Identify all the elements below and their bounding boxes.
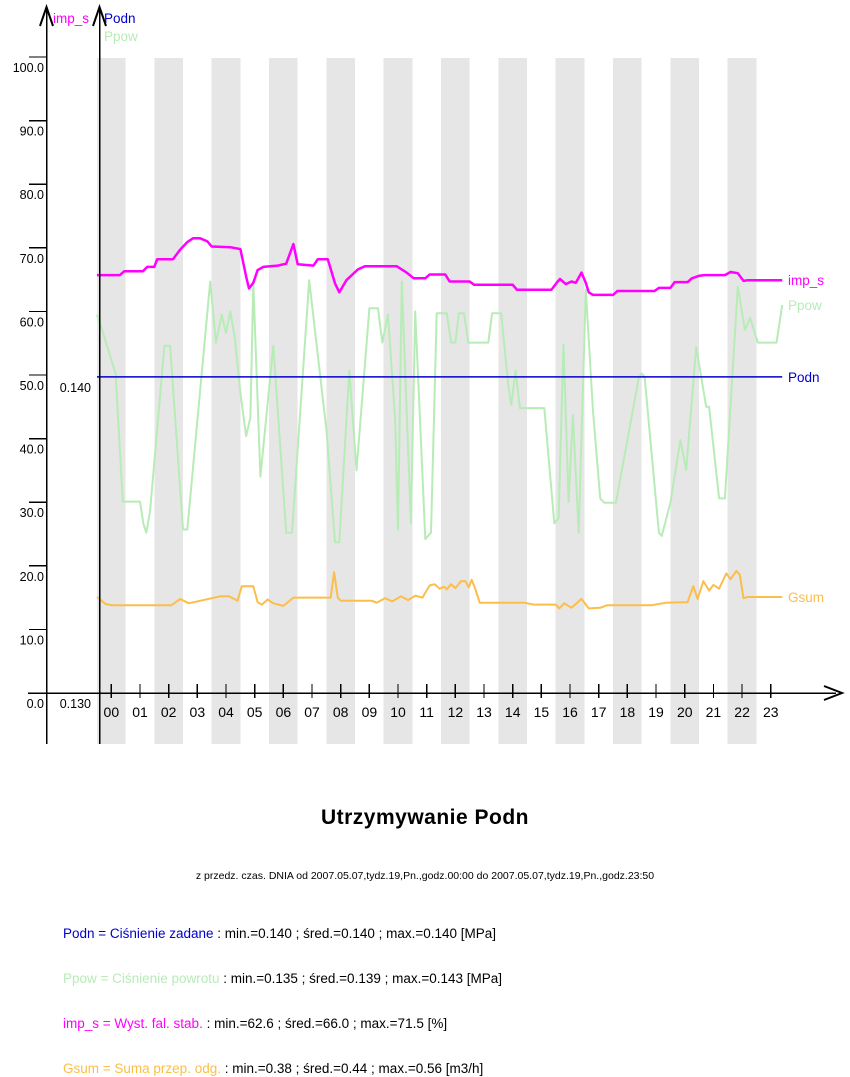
hour-tick-label: 03 <box>190 704 206 720</box>
hour-tick-label: 10 <box>390 704 406 720</box>
trend-chart-svg: 0.0 10.0 20.0 30.0 40.0 50.0 60.0 70.0 80.0 90.0 1… <box>13 3 845 744</box>
axis-label-Podn: Podn <box>104 11 136 26</box>
legend-series-name: imp_s = Wyst. fal. stab. <box>63 1016 203 1031</box>
series-end-label-imp_s: imp_s <box>788 273 824 288</box>
percent-tick-label: 80.0 <box>20 188 44 202</box>
y-axis-arrow <box>92 3 107 27</box>
series-end-label-Podn: Podn <box>788 370 820 385</box>
legend-series-name: Ppow = Ciśnienie powrotu <box>63 971 220 986</box>
hour-stripe <box>727 58 757 744</box>
legend-series-stats: : min.=0.140 ; śred.=0.140 ; max.=0.140 … <box>213 926 497 941</box>
hour-tick-label: 02 <box>161 704 177 720</box>
hour-stripe <box>326 58 356 744</box>
axis-label-imp_s: imp_s <box>53 11 89 26</box>
hour-tick-label: 04 <box>218 704 234 720</box>
legend-series-name: Gsum = Suma przep. odg. <box>63 1061 221 1076</box>
hour-tick-label: 18 <box>620 704 636 720</box>
legend-row-gsum: Gsum = Suma przep. odg. : min.=0.38 ; śr… <box>48 1046 483 1077</box>
hour-tick-label: 07 <box>304 704 320 720</box>
percent-tick-label: 20.0 <box>20 570 44 584</box>
hour-stripe <box>613 58 642 744</box>
percent-tick-label: 50.0 <box>20 379 44 393</box>
hour-tick-label: 08 <box>333 704 349 720</box>
pressure-tick-label: 0.140 <box>60 381 91 395</box>
legend-series-name: Podn = Ciśnienie zadane <box>63 926 214 941</box>
percent-tick-label: 100.0 <box>13 61 44 75</box>
hour-stripe <box>441 58 470 744</box>
hour-tick-label: 13 <box>476 704 492 720</box>
percent-tick-label: 10.0 <box>20 633 44 647</box>
hour-tick-label: 05 <box>247 704 263 720</box>
report-time-range: z przedz. czas. DNIA od 2007.05.07,tydz.… <box>195 870 655 882</box>
hour-tick-label: 01 <box>132 704 148 720</box>
series-end-label-Gsum: Gsum <box>788 590 824 605</box>
hour-stripe <box>97 58 126 744</box>
hour-tick-label: 00 <box>104 704 120 720</box>
axis-label-Ppow: Ppow <box>104 29 138 44</box>
percent-tick-label: 30.0 <box>20 506 44 520</box>
series-line-Gsum <box>96 569 783 610</box>
hour-tick-label: 19 <box>648 704 664 720</box>
x-axis-arrow <box>823 685 845 701</box>
series-line-imp_s <box>97 237 783 297</box>
hour-stripe <box>383 58 413 744</box>
pressure-tick-label: 0.130 <box>60 697 91 711</box>
hour-stripe <box>269 58 298 744</box>
hour-tick-label: 11 <box>419 704 434 720</box>
percent-tick-label: 0.0 <box>27 697 44 711</box>
legend-series-stats: : min.=0.38 ; śred.=0.44 ; max.=0.56 [m3… <box>220 1061 484 1076</box>
hour-tick-label: 06 <box>276 704 292 720</box>
legend-series-stats: : min.=62.6 ; śred.=66.0 ; max.=71.5 [%] <box>202 1016 448 1031</box>
hour-tick-label: 09 <box>362 704 378 720</box>
hour-tick-label: 14 <box>505 704 521 720</box>
legend-row-imps: imp_s = Wyst. fal. stab. : min.=62.6 ; ś… <box>48 1001 447 1046</box>
hour-tick-label: 12 <box>448 704 464 720</box>
percent-tick-label: 70.0 <box>20 252 44 266</box>
hour-tick-label: 20 <box>677 704 693 720</box>
legend-row-podn: Podn = Ciśnienie zadane : min.=0.140 ; ś… <box>48 911 496 956</box>
series-line-Ppow <box>96 279 784 544</box>
hour-stripe <box>211 58 241 744</box>
hour-tick-label: 17 <box>591 704 607 720</box>
series-end-label-Ppow: Ppow <box>788 298 822 313</box>
hour-tick-label: 21 <box>706 704 722 720</box>
hour-stripe <box>555 58 585 744</box>
legend-row-ppow: Ppow = Ciśnienie powrotu : min.=0.135 ; … <box>48 956 502 1001</box>
hour-tick-label: 15 <box>534 704 550 720</box>
percent-tick-label: 40.0 <box>20 443 44 457</box>
percent-tick-label: 60.0 <box>20 315 44 329</box>
y-axis-arrow <box>39 3 54 27</box>
hour-tick-label: 23 <box>763 704 779 720</box>
hour-stripe <box>670 58 700 744</box>
hour-tick-label: 22 <box>734 704 750 720</box>
percent-tick-label: 90.0 <box>20 125 44 139</box>
report-title: Utrzymywanie Podn <box>320 806 530 829</box>
legend-series-stats: : min.=0.135 ; śred.=0.139 ; max.=0.143 … <box>219 971 503 986</box>
hour-tick-label: 16 <box>562 704 578 720</box>
